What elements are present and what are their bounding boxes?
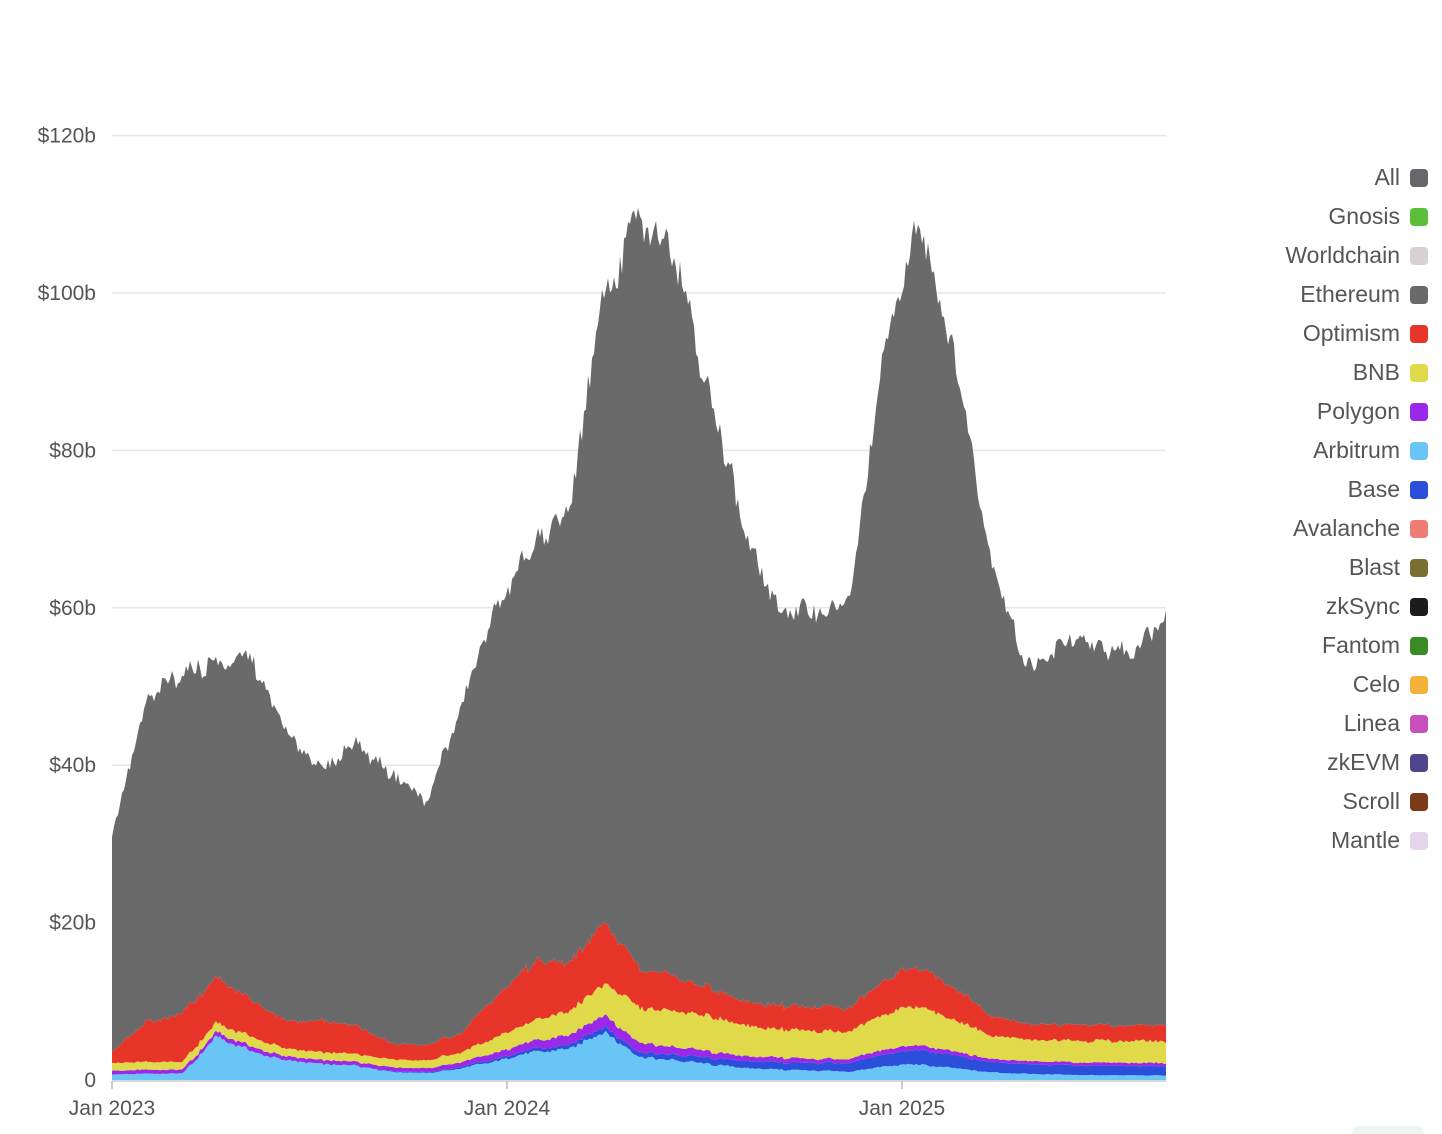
legend-label: Mantle [1330, 827, 1400, 853]
y-tick-label: $40b [49, 754, 96, 777]
legend-swatch [1410, 597, 1428, 616]
legend-item-gnosis[interactable]: Gnosis [1285, 197, 1428, 236]
legend-swatch [1410, 441, 1428, 460]
legend-label: Fantom [1322, 632, 1400, 658]
legend-label: Gnosis [1328, 203, 1400, 229]
legend-swatch [1410, 246, 1428, 265]
legend-swatch [1410, 285, 1428, 304]
legend-label: zkSync [1325, 593, 1400, 619]
x-tick-label: Jan 2024 [464, 1097, 551, 1120]
legend-item-worldchain[interactable]: Worldchain [1285, 236, 1428, 275]
legend-label: All [1374, 164, 1400, 190]
legend-label: zkEVM [1327, 749, 1400, 775]
area-series-arbitrum [112, 1031, 1166, 1080]
legend-item-mantle[interactable]: Mantle [1285, 821, 1428, 860]
legend-item-zkevm[interactable]: zkEVM [1285, 743, 1428, 782]
area-series-bnb [112, 983, 1166, 1071]
legend-item-arbitrum[interactable]: Arbitrum [1285, 431, 1428, 470]
legend-item-polygon[interactable]: Polygon [1285, 392, 1428, 431]
legend-swatch [1410, 363, 1428, 382]
legend-label: Ethereum [1300, 281, 1400, 307]
legend-item-all[interactable]: All [1285, 158, 1428, 197]
area-series-base [112, 1025, 1166, 1076]
y-tick-label: $20b [49, 912, 96, 935]
legend-item-blast[interactable]: Blast [1285, 548, 1428, 587]
legend-swatch [1410, 831, 1428, 850]
legend-swatch [1410, 168, 1428, 187]
legend-swatch [1410, 675, 1428, 694]
x-tick-label: Jan 2025 [859, 1097, 945, 1120]
legend-label: Base [1347, 476, 1400, 502]
legend-label: Blast [1348, 554, 1400, 580]
legend-item-bnb[interactable]: BNB [1285, 353, 1428, 392]
legend-swatch [1410, 753, 1428, 772]
legend-label: BNB [1352, 359, 1400, 385]
legend-item-celo[interactable]: Celo [1285, 665, 1428, 704]
area-series-polygon [112, 1014, 1166, 1075]
legend-item-fantom[interactable]: Fantom [1285, 626, 1428, 665]
legend: All Gnosis Worldchain Ethereum Optimism BNB Po… [1285, 158, 1428, 860]
area-series-optimism [112, 921, 1166, 1064]
x-axis: Jan 2023 Jan 2024 Jan 2025 [69, 1080, 1166, 1120]
y-tick-label: $80b [49, 439, 96, 462]
y-tick-label: 0 [84, 1069, 96, 1092]
area-series-ethereum [112, 207, 1166, 1052]
legend-swatch [1410, 402, 1428, 421]
y-tick-label: $120b [38, 125, 96, 148]
legend-label: Worldchain [1285, 242, 1400, 268]
legend-item-linea[interactable]: Linea [1285, 704, 1428, 743]
legend-item-ethereum[interactable]: Ethereum [1285, 275, 1428, 314]
legend-swatch [1410, 714, 1428, 733]
corner-tab [1352, 1126, 1424, 1134]
legend-swatch [1410, 207, 1428, 226]
legend-label: Scroll [1342, 788, 1400, 814]
legend-item-base[interactable]: Base [1285, 470, 1428, 509]
y-tick-label: $60b [49, 597, 96, 620]
series-areas [112, 207, 1166, 1080]
legend-swatch [1410, 792, 1428, 811]
legend-swatch [1410, 636, 1428, 655]
y-axis: 0 $20b $40b $60b $80b $100b $120b [38, 125, 96, 1092]
legend-label: Optimism [1302, 320, 1400, 346]
legend-label: Linea [1343, 710, 1400, 736]
legend-item-avalanche[interactable]: Avalanche [1285, 509, 1428, 548]
legend-label: Polygon [1316, 398, 1400, 424]
legend-label: Arbitrum [1313, 437, 1400, 463]
legend-swatch [1410, 558, 1428, 577]
legend-swatch [1410, 324, 1428, 343]
y-tick-label: $100b [38, 282, 96, 305]
legend-swatch [1410, 480, 1428, 499]
legend-label: Avalanche [1293, 515, 1400, 541]
x-tick-label: Jan 2023 [69, 1097, 155, 1120]
legend-label: Celo [1352, 671, 1400, 697]
legend-swatch [1410, 519, 1428, 538]
legend-item-scroll[interactable]: Scroll [1285, 782, 1428, 821]
legend-item-zksync[interactable]: zkSync [1285, 587, 1428, 626]
legend-item-optimism[interactable]: Optimism [1285, 314, 1428, 353]
